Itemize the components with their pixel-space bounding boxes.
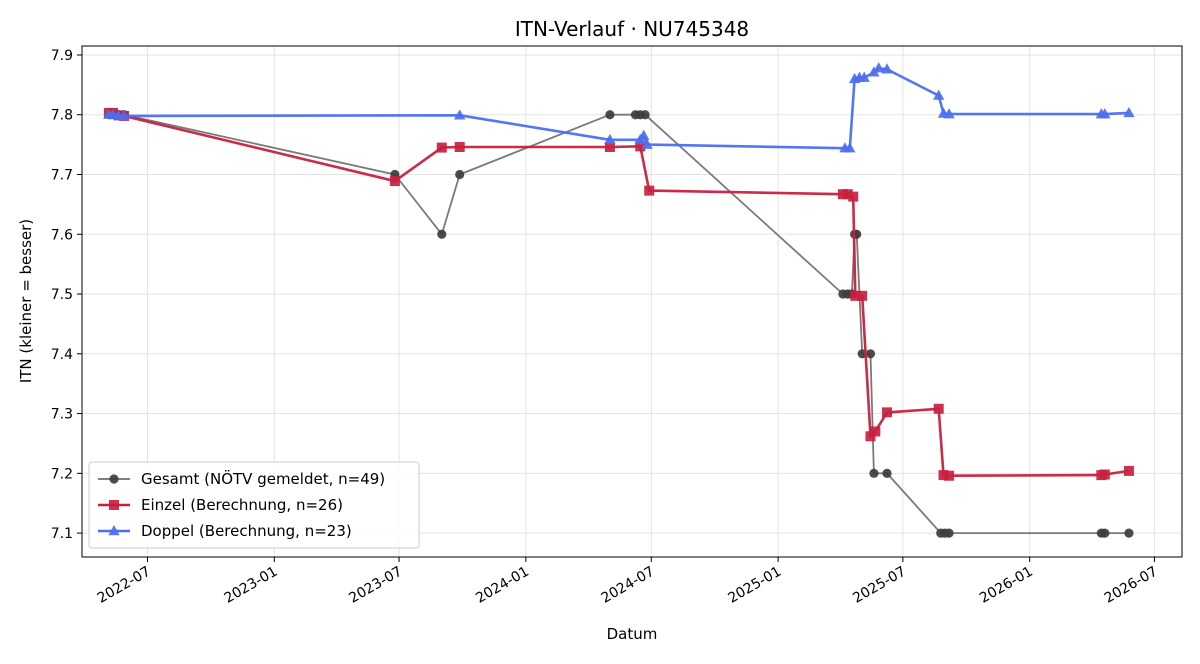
data-point — [882, 468, 892, 478]
data-point — [944, 528, 954, 538]
y-tick-label: 7.9 — [51, 48, 73, 64]
data-point — [605, 110, 615, 120]
data-point — [436, 142, 447, 153]
legend: Gesamt (NÖTV gemeldet, n=49) Einzel (Bere… — [88, 461, 420, 549]
data-point — [870, 426, 881, 437]
data-point — [635, 141, 646, 152]
data-point — [869, 468, 879, 478]
chart-title: ITN-Verlauf · NU745348 — [515, 17, 749, 41]
data-point — [1123, 106, 1135, 118]
data-point — [108, 525, 120, 536]
data-point — [848, 191, 859, 202]
data-point — [881, 63, 893, 74]
data-point — [943, 108, 955, 119]
y-tick-label: 7.5 — [51, 287, 73, 303]
data-point — [858, 71, 870, 82]
data-point — [873, 62, 885, 73]
y-axis-label: ITN (kleiner = besser) — [17, 219, 35, 383]
series-layer — [103, 62, 1135, 538]
y-tick-label: 7.8 — [51, 108, 73, 124]
data-point — [850, 290, 861, 301]
data-point — [1100, 528, 1110, 538]
legend-label: Doppel (Berechnung, n=23) — [141, 522, 352, 540]
data-point — [857, 290, 868, 301]
legend-box — [88, 461, 420, 549]
x-axis-label: Datum — [607, 625, 658, 643]
data-point — [118, 109, 130, 121]
y-tick-label: 7.7 — [51, 167, 73, 183]
data-point — [109, 500, 119, 510]
data-point — [644, 185, 655, 196]
y-tick-label: 7.3 — [51, 407, 73, 423]
data-point — [604, 133, 616, 145]
data-point — [842, 189, 853, 200]
data-point — [1099, 108, 1111, 119]
data-point — [454, 142, 465, 153]
data-point — [1124, 528, 1134, 538]
data-point — [389, 176, 400, 187]
y-tick-label: 7.6 — [51, 227, 73, 243]
data-point — [109, 474, 119, 484]
data-point — [844, 142, 856, 153]
data-point — [938, 470, 949, 481]
data-point — [640, 110, 650, 120]
legend-label: Gesamt (NÖTV gemeldet, n=49) — [141, 469, 385, 488]
data-point — [604, 142, 615, 153]
data-point — [933, 89, 945, 100]
series-3 — [103, 62, 1135, 153]
data-point — [1099, 469, 1110, 480]
data-point — [437, 229, 447, 239]
data-point — [933, 403, 944, 414]
data-point — [638, 129, 650, 140]
legend-label: Einzel (Berechnung, n=26) — [141, 496, 343, 514]
data-point — [882, 407, 893, 418]
data-point — [865, 349, 876, 359]
grid — [82, 46, 1182, 557]
data-point — [641, 138, 653, 149]
data-point — [944, 470, 955, 481]
data-point — [455, 169, 465, 180]
y-tick-label: 7.2 — [51, 466, 73, 482]
plot-frame — [81, 45, 1183, 558]
data-point — [1123, 465, 1134, 476]
y-tick-label: 7.1 — [51, 526, 73, 542]
y-tick-label: 7.4 — [51, 347, 73, 363]
data-point — [453, 109, 466, 120]
